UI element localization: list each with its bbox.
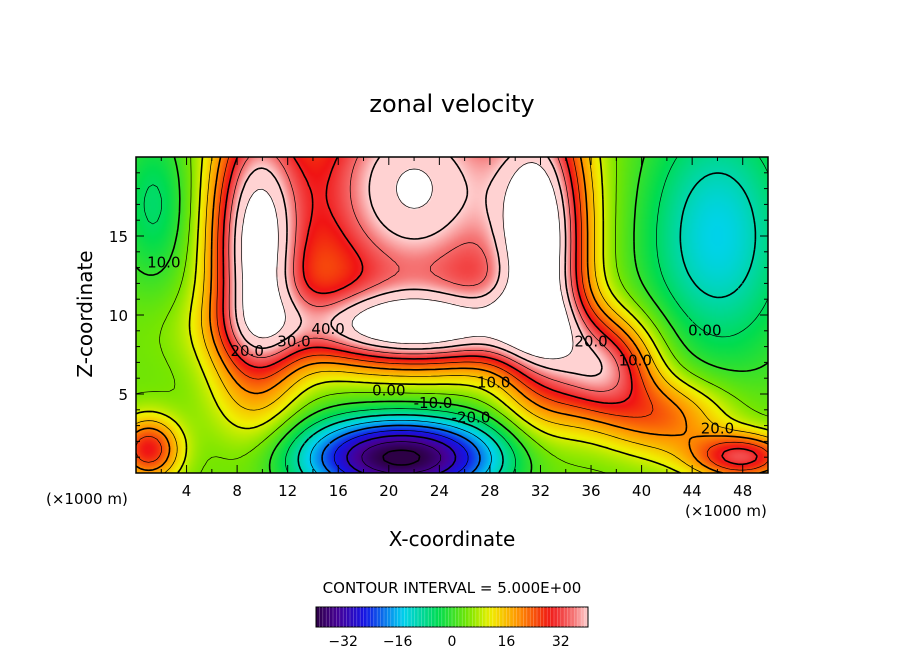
colorbar-tick-label: 32 <box>552 634 570 650</box>
contour-line <box>136 157 768 471</box>
x-unit-left: (×1000 m) <box>46 490 128 508</box>
contour-lines <box>136 157 768 473</box>
contour-line-negative <box>297 172 757 473</box>
contour-line-negative <box>382 449 421 466</box>
x-tick-label: 40 <box>632 482 651 500</box>
contour-label: 20.0 <box>701 420 734 438</box>
contour-label: 30.0 <box>277 333 310 351</box>
contour-line <box>136 157 768 473</box>
contour-line <box>233 157 603 377</box>
contour-label: 20.0 <box>231 342 264 360</box>
x-tick-label: 48 <box>733 482 752 500</box>
contour-label: 10.0 <box>147 254 180 272</box>
y-tick-label: 15 <box>109 228 128 246</box>
contour-line <box>222 157 758 466</box>
x-tick-label: 16 <box>329 482 348 500</box>
x-tick-label: 20 <box>379 482 398 500</box>
y-tick-label: 5 <box>118 386 128 404</box>
y-tick-label: 10 <box>109 307 128 325</box>
x-tick-label: 36 <box>581 482 600 500</box>
contour-line-negative <box>309 419 492 473</box>
contour-label: 0.00 <box>688 322 721 340</box>
contour-label: 40.0 <box>311 320 344 338</box>
contour-line <box>228 157 620 392</box>
contour-line <box>136 157 768 473</box>
colorbar-tick-label: 16 <box>497 634 515 650</box>
contour-label: 20.0 <box>574 333 607 351</box>
x-tick-label: 12 <box>278 482 297 500</box>
x-tick-label: 32 <box>531 482 550 500</box>
colorbar-bar <box>315 606 589 628</box>
colorbar: −32 −16 0 16 32 <box>315 606 589 650</box>
x-tick-label: 28 <box>480 482 499 500</box>
contour-labels: 10.0 40.030.0 20.0 0.00 10.0 -10.0-20.0 20.0 10… <box>147 254 734 438</box>
x-unit-right: (×1000 m) <box>685 502 767 520</box>
x-tick-label: 4 <box>182 482 192 500</box>
x-tick-label: 24 <box>430 482 449 500</box>
colorbar-ticks: −32 −16 0 16 32 <box>319 607 585 650</box>
contour-line-negative <box>321 424 481 473</box>
colorbar-tick-label: −32 <box>328 634 358 650</box>
contour-label: -20.0 <box>452 408 491 426</box>
contour-label: 10.0 <box>477 374 510 392</box>
x-tick-label: 8 <box>232 482 242 500</box>
contour-interval-text: CONTOUR INTERVAL = 5.000E+00 <box>323 579 582 597</box>
x-axis-ticks: 4 8 12 16 20 24 28 32 36 40 44 48 <box>160 157 752 500</box>
y-axis-label: Z-coordinate <box>73 250 97 377</box>
colorbar-tick-label: 0 <box>448 634 457 650</box>
contour-line-negative <box>333 430 469 473</box>
y-axis-ticks: 5 10 15 <box>109 172 768 458</box>
chart-title: zonal velocity <box>369 90 534 118</box>
contour-line <box>241 162 574 360</box>
colorbar-tick-label: −16 <box>383 634 413 650</box>
contour-line-negative <box>143 157 768 473</box>
x-axis-label: X-coordinate <box>389 527 516 551</box>
x-tick-label: 44 <box>683 482 702 500</box>
contour-label: -10.0 <box>414 394 453 412</box>
contour-label: 0.00 <box>372 382 405 400</box>
contour-line <box>136 157 768 473</box>
contour-label: 10.0 <box>619 352 652 370</box>
contour-line-negative <box>346 434 457 473</box>
